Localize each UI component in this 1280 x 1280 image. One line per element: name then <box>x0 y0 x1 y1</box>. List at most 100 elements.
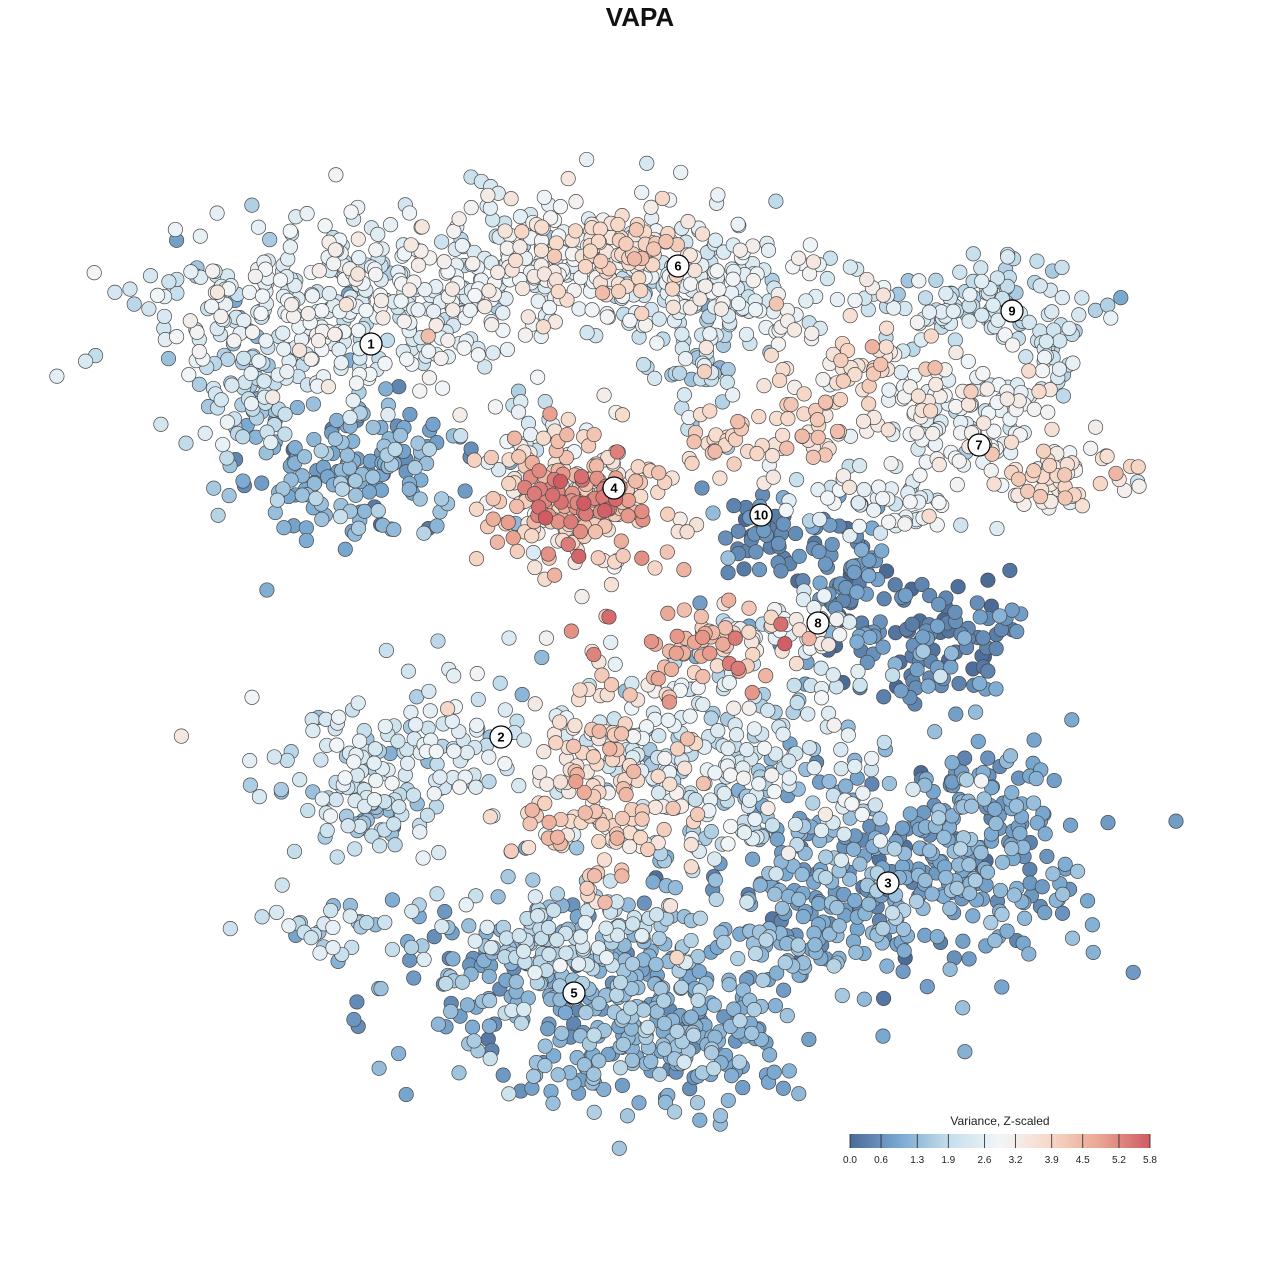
cell-point <box>609 927 626 943</box>
cell-point <box>856 482 872 498</box>
cell-point <box>938 285 954 302</box>
cell-point <box>1044 421 1060 437</box>
cell-point <box>690 948 706 965</box>
cell-point <box>705 505 721 521</box>
cell-point <box>1037 905 1053 921</box>
cell-point <box>703 710 719 726</box>
cell-point <box>499 930 515 946</box>
cell-point <box>953 841 969 857</box>
cell-point <box>846 564 862 580</box>
cell-point <box>1022 861 1038 877</box>
cell-point <box>481 1018 497 1034</box>
cell-point <box>774 900 790 916</box>
cell-point <box>706 997 722 1013</box>
cell-point <box>550 283 566 300</box>
cell-point <box>521 839 537 856</box>
cell-point <box>1008 798 1024 814</box>
cell-point <box>141 301 157 317</box>
cell-point <box>286 843 303 859</box>
cell-point <box>649 907 665 923</box>
cell-point <box>841 479 858 495</box>
cell-point <box>384 941 400 958</box>
cell-point <box>567 717 583 734</box>
colorbar-tick-label: 3.2 <box>1009 1155 1023 1166</box>
cell-point <box>505 530 521 546</box>
cell-point <box>669 628 685 644</box>
cell-point <box>585 749 602 765</box>
cell-point <box>960 353 976 369</box>
cell-point <box>221 488 237 504</box>
cell-point <box>401 282 418 298</box>
cell-point <box>586 646 602 663</box>
cell-point <box>554 1025 570 1041</box>
cell-point <box>614 1077 630 1093</box>
cell-point <box>412 824 428 840</box>
cell-point <box>266 749 282 765</box>
colorbar-tick-label: 1.3 <box>910 1155 924 1166</box>
cell-point <box>695 696 711 713</box>
cell-point <box>501 1086 517 1102</box>
cell-point <box>864 750 880 766</box>
cell-point <box>725 271 741 287</box>
cell-point <box>631 1095 647 1111</box>
cell-point <box>842 308 858 324</box>
cell-point <box>975 630 991 646</box>
cell-point <box>796 386 812 402</box>
cell-point <box>408 717 424 733</box>
cell-point <box>370 503 386 519</box>
cell-point <box>215 436 231 453</box>
cell-point <box>752 877 768 893</box>
cell-point <box>924 886 940 902</box>
cell-point <box>436 254 452 270</box>
cell-point <box>1012 825 1028 841</box>
cell-point <box>950 579 966 595</box>
cell-point <box>534 219 550 235</box>
cell-point <box>1057 856 1073 872</box>
cell-point <box>897 587 914 603</box>
cell-point <box>859 271 875 288</box>
cell-point <box>451 1065 467 1081</box>
cell-point <box>751 562 768 578</box>
cell-point <box>657 1094 674 1110</box>
cell-point <box>576 495 592 511</box>
cell-point <box>1070 863 1086 879</box>
cell-point <box>511 928 527 944</box>
cell-point <box>386 816 402 832</box>
cell-point <box>522 426 539 443</box>
cell-point <box>634 811 650 827</box>
cell-point <box>721 977 737 993</box>
cell-point <box>690 992 706 1008</box>
cell-point <box>402 952 418 968</box>
cell-point <box>481 968 497 984</box>
cell-point <box>387 837 403 853</box>
cell-point <box>462 302 478 318</box>
cell-point <box>352 733 368 749</box>
cell-point <box>647 799 663 815</box>
cell-point <box>485 345 501 361</box>
cell-point <box>312 945 328 961</box>
cell-point <box>308 490 324 507</box>
cell-point <box>375 310 391 326</box>
cell-point <box>755 972 771 988</box>
cell-point <box>297 449 313 465</box>
cell-point <box>640 1019 656 1035</box>
cell-point <box>654 190 670 206</box>
cluster-label-2: 2 <box>489 725 513 749</box>
cell-point <box>861 896 877 912</box>
cell-point <box>987 801 1003 817</box>
cell-point <box>634 503 650 519</box>
cell-point <box>748 544 764 560</box>
cell-point <box>283 297 300 313</box>
cell-point <box>719 374 735 390</box>
cell-point <box>426 929 442 945</box>
cell-point <box>1006 887 1022 903</box>
cell-point <box>766 784 782 800</box>
cell-point <box>572 929 588 945</box>
cell-point <box>875 287 891 303</box>
cell-point <box>721 592 737 608</box>
cell-point <box>947 604 963 620</box>
cell-point <box>1103 310 1119 326</box>
cell-point <box>677 760 693 776</box>
cell-point <box>695 775 711 792</box>
cell-point <box>546 248 563 264</box>
